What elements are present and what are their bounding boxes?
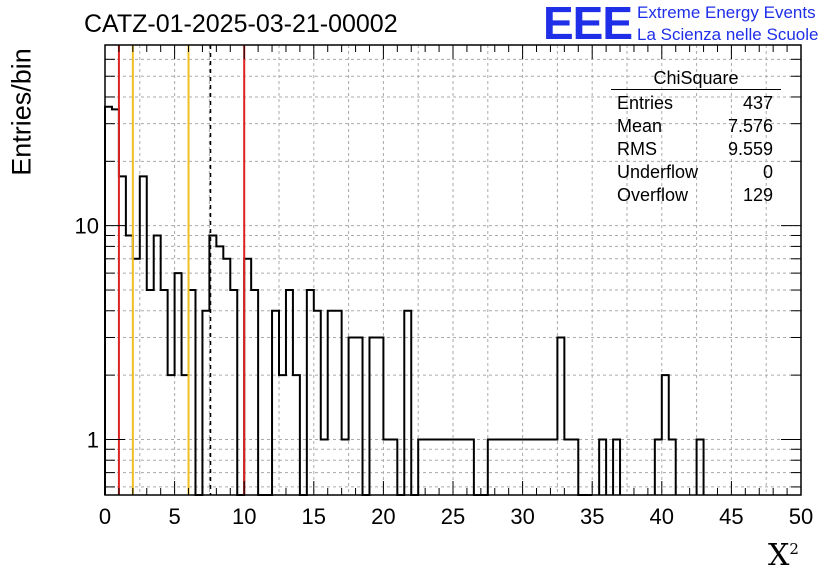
stats-row-entries: Entries 437 — [611, 93, 781, 116]
chart-title: CATZ-01-2025-03-21-00002 — [84, 10, 398, 38]
x-tick-label: 45 — [719, 504, 743, 529]
stats-row-mean: Mean 7.576 — [611, 116, 781, 139]
stats-value: 9.559 — [727, 139, 773, 159]
x-tick-label: 5 — [168, 504, 180, 529]
x-tick-label: 20 — [371, 504, 395, 529]
stats-label: RMS — [617, 139, 657, 159]
stats-label: Overflow — [617, 185, 689, 205]
x-tick-label: 25 — [441, 504, 465, 529]
stats-value: 7.576 — [727, 116, 773, 136]
stats-label: Underflow — [617, 162, 699, 182]
x-tick-label: 15 — [302, 504, 326, 529]
stats-value: 129 — [742, 185, 773, 205]
y-tick-label: 1 — [87, 427, 99, 452]
histogram-series — [104, 105, 705, 496]
org-name-line1: Extreme Energy Events — [637, 3, 816, 22]
stats-value: 437 — [742, 93, 773, 113]
x-axis-label-superscript: 2 — [789, 540, 799, 558]
x-axis-label-symbol: X — [768, 538, 790, 573]
stats-label: Entries — [617, 93, 674, 113]
eee-logo: EEE — [543, 0, 633, 49]
stats-box: ChiSquare Entries 437 Mean 7.576 RMS 9.559 … — [611, 68, 781, 208]
y-tick-label: 10 — [75, 214, 99, 239]
y-axis-label: Entries/bin — [6, 48, 37, 176]
x-tick-label: 40 — [650, 504, 674, 529]
stats-row-rms: RMS 9.559 — [611, 139, 781, 162]
x-axis-label: X2 — [768, 538, 799, 573]
stats-row-underflow: Underflow 0 — [611, 162, 781, 185]
org-name-line2: La Scienza nelle Scuole — [637, 25, 819, 44]
x-tick-label: 0 — [99, 504, 111, 529]
stats-title: ChiSquare — [611, 68, 781, 90]
x-tick-label: 10 — [232, 504, 256, 529]
x-tick-label: 50 — [789, 504, 813, 529]
stats-label: Mean — [617, 116, 663, 136]
stats-value: 0 — [762, 162, 773, 182]
x-tick-label: 35 — [580, 504, 604, 529]
x-tick-label: 30 — [510, 504, 534, 529]
stats-row-overflow: Overflow 129 — [611, 185, 781, 208]
